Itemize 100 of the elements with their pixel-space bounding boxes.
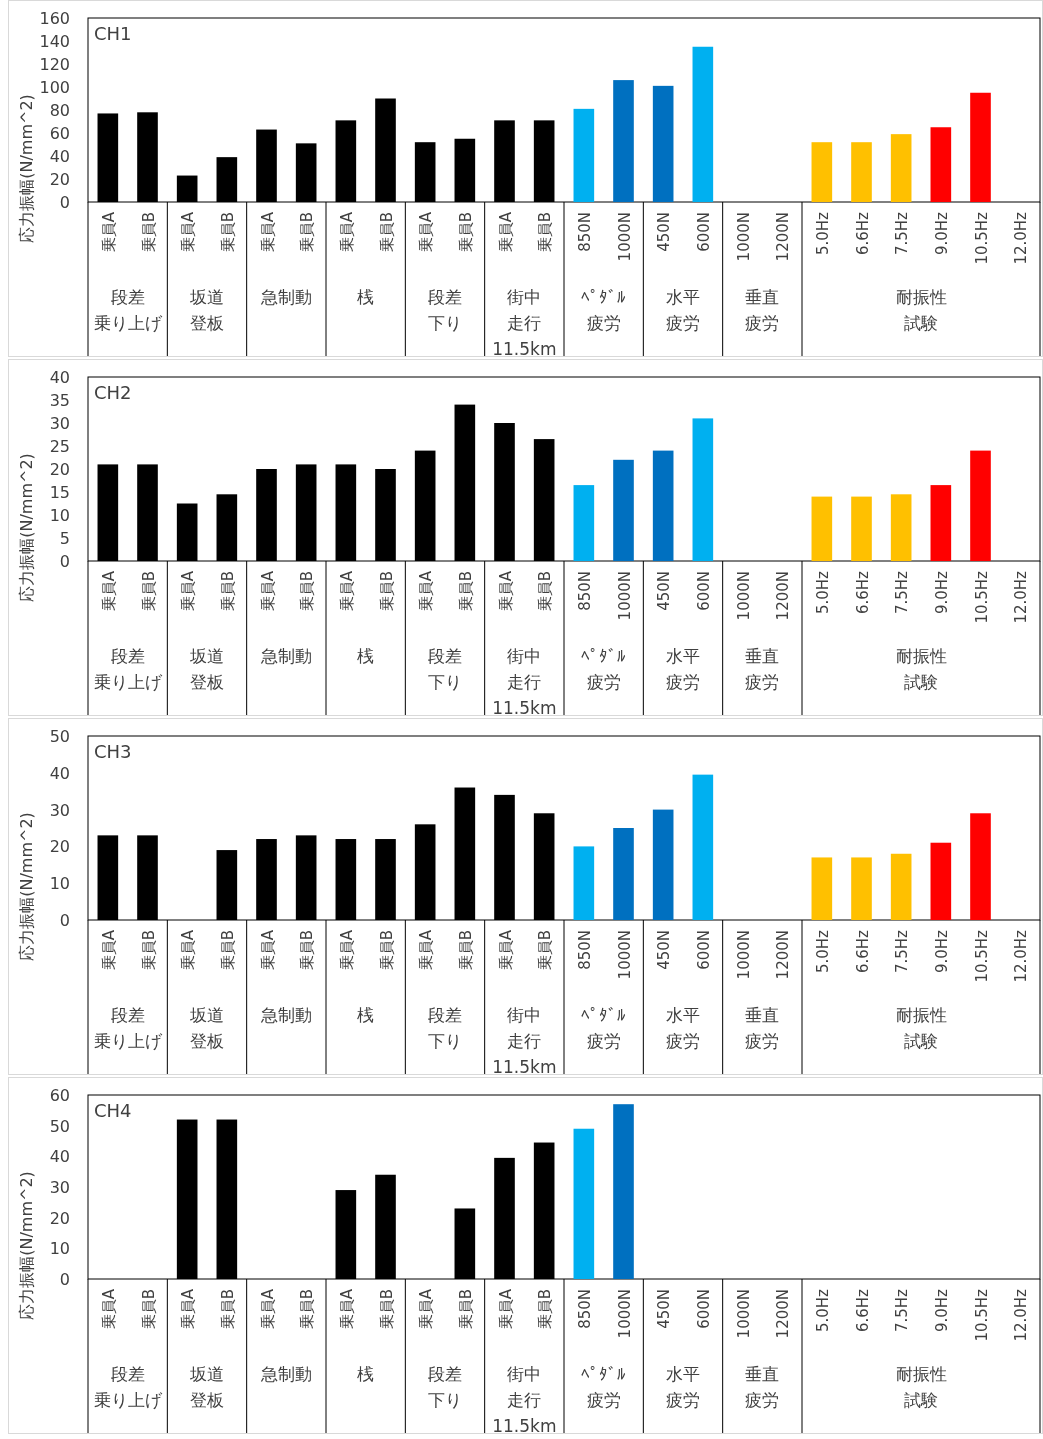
x-tick-label: 乗員A (258, 570, 277, 612)
x-tick-label: 乗員A (179, 1288, 198, 1330)
text: 急制動 (259, 1005, 312, 1025)
x-tick-label: 乗員B (218, 930, 237, 971)
x-tick-label: 乗員A (496, 929, 515, 971)
text: ﾍﾟﾀﾞﾙ疲労 (581, 646, 627, 692)
text: 垂直疲労 (745, 1005, 780, 1051)
chart-title: CH1 (94, 23, 132, 44)
text: 段差下り (428, 1364, 462, 1410)
text: 桟 (357, 1364, 375, 1384)
y-tick-label: 50 (49, 1116, 70, 1136)
bar (652, 809, 674, 920)
x-tick-label: 乗員A (337, 570, 356, 612)
y-tick-label: 160 (39, 9, 70, 28)
x-tick-label: 乗員B (536, 930, 555, 971)
x-tick-label: 乗員A (258, 929, 277, 971)
x-tick-label: 乗員B (298, 930, 317, 971)
bar (930, 127, 952, 202)
x-tick-label: 乗員A (258, 211, 277, 253)
x-tick-label: 10.5Hz (972, 211, 991, 265)
x-tick-label: 乗員B (298, 212, 317, 253)
y-axis-title: 応力振幅(N/mm^2) (17, 812, 36, 961)
x-tick-label: 12.0Hz (1012, 929, 1031, 983)
y-tick-label: 80 (49, 101, 70, 120)
bar (613, 459, 634, 561)
x-tick-label: 乗員A (496, 211, 515, 253)
x-tick-label: 1000N (615, 1289, 634, 1339)
chart-title: CH3 (94, 741, 132, 762)
text: ﾍﾟﾀﾞﾙ疲労 (581, 1364, 627, 1410)
x-tick-label: 850N (575, 1289, 594, 1329)
x-tick-label: 乗員A (99, 1288, 118, 1330)
text: 耐振性試験 (895, 1364, 947, 1410)
x-tick-label: 乗員A (417, 929, 436, 971)
bar (652, 85, 674, 202)
x-tick-label: 乗員B (218, 1289, 237, 1330)
x-tick-label: 600N (694, 212, 713, 252)
x-tick-label: 7.5Hz (893, 211, 912, 256)
x-tick-label: 600N (694, 1289, 713, 1329)
y-tick-label: 15 (49, 483, 70, 502)
x-tick-label: 6.6Hz (853, 211, 872, 256)
x-tick-label: 1000N (734, 571, 753, 621)
y-tick-label: 10 (49, 506, 70, 525)
x-tick-label: 乗員B (377, 930, 396, 971)
x-tick-label: 1000N (615, 212, 634, 262)
x-tick-label: 乗員A (179, 211, 198, 253)
x-tick-label: 5.0Hz (813, 570, 832, 615)
text: 街中走行11.5km (492, 1364, 557, 1436)
chart-title: CH2 (94, 382, 132, 403)
x-tick-label: 6.6Hz (853, 1288, 872, 1333)
y-tick-label: 40 (49, 763, 70, 783)
x-tick-label: 乗員B (377, 1289, 396, 1330)
text: 坂道登板 (189, 646, 224, 692)
x-tick-label: 1000N (734, 930, 753, 980)
text: 桟 (357, 1005, 375, 1025)
text: 桟 (357, 287, 375, 307)
x-tick-label: 1200N (774, 212, 793, 262)
text: 街中走行11.5km (492, 287, 557, 359)
x-tick-label: 乗員A (417, 570, 436, 612)
text: ﾍﾟﾀﾞﾙ疲労 (581, 1005, 627, 1051)
y-tick-label: 40 (49, 1147, 70, 1167)
x-tick-label: 乗員B (377, 212, 396, 253)
text: 段差下り (428, 646, 462, 692)
y-tick-label: 0 (59, 911, 70, 930)
y-tick-label: 10 (49, 1239, 70, 1259)
x-tick-label: 9.0Hz (932, 1288, 951, 1333)
y-tick-label: 0 (59, 1270, 70, 1289)
bar (930, 842, 952, 920)
y-tick-label: 60 (49, 1086, 70, 1105)
y-tick-label: 35 (49, 391, 70, 410)
bar (692, 774, 714, 920)
bar (613, 828, 634, 920)
x-tick-label: 5.0Hz (813, 929, 832, 974)
text: 水平疲労 (666, 287, 700, 333)
x-tick-label: 12.0Hz (1012, 211, 1031, 265)
bar (613, 1104, 634, 1279)
x-tick-label: 乗員B (298, 571, 317, 612)
text: 街中走行11.5km (492, 1005, 557, 1077)
y-tick-label: 50 (49, 727, 70, 746)
x-tick-label: 乗員A (99, 570, 118, 612)
text: 垂直疲労 (745, 646, 780, 692)
x-tick-label: 乗員A (179, 570, 198, 612)
x-tick-label: 乗員B (456, 571, 475, 612)
x-tick-label: 乗員A (337, 211, 356, 253)
x-tick-label: 乗員A (179, 929, 198, 971)
y-tick-label: 25 (49, 437, 70, 456)
x-tick-label: 450N (655, 571, 674, 611)
bar (692, 418, 714, 561)
x-tick-label: 乗員A (99, 211, 118, 253)
x-tick-label: 850N (575, 571, 594, 611)
bar (811, 857, 833, 920)
x-tick-label: 乗員B (456, 212, 475, 253)
x-tick-label: 6.6Hz (853, 570, 872, 615)
x-tick-label: 乗員B (377, 571, 396, 612)
x-tick-label: 乗員B (536, 212, 555, 253)
x-tick-label: 6.6Hz (853, 929, 872, 974)
x-tick-label: 乗員B (139, 930, 158, 971)
x-tick-label: 乗員B (139, 571, 158, 612)
y-tick-label: 40 (49, 147, 70, 166)
y-tick-label: 20 (49, 460, 70, 479)
x-tick-label: 乗員A (496, 1288, 515, 1330)
